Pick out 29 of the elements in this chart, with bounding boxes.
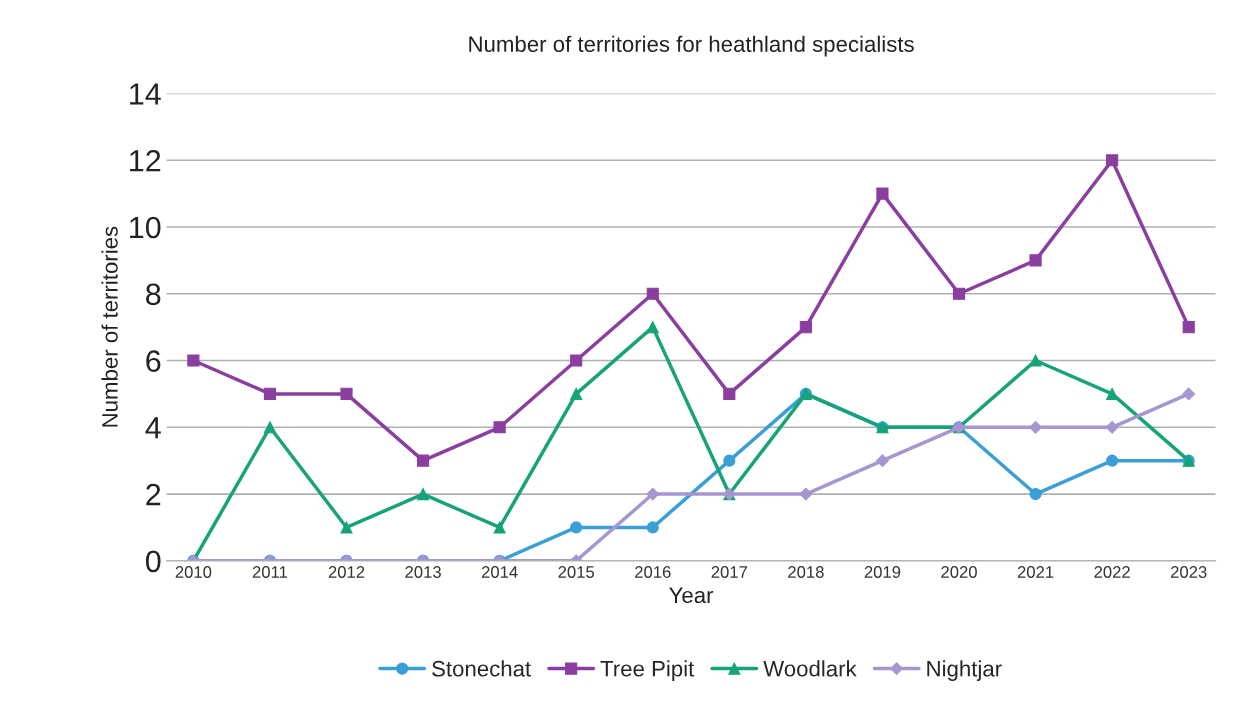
x-tick-label: 2020 bbox=[941, 566, 977, 578]
y-tick-label: 0 bbox=[145, 550, 161, 573]
legend-label: Nightjar bbox=[927, 660, 1002, 681]
x-tick-label: 2018 bbox=[788, 566, 824, 578]
y-tick-label: 4 bbox=[145, 417, 161, 439]
y-axis-title: Number of territories bbox=[101, 226, 118, 427]
x-axis-title: Year bbox=[669, 587, 714, 604]
y-tick-label: 14 bbox=[130, 83, 161, 105]
x-tick-label: 2022 bbox=[1094, 566, 1130, 578]
x-tick-label: 2011 bbox=[252, 566, 288, 578]
chart-title: Number of territories for heathland specialists bbox=[469, 35, 914, 57]
x-tick-label: 2021 bbox=[1017, 566, 1054, 578]
x-tick-label: 2015 bbox=[558, 566, 595, 578]
y-tick-label: 12 bbox=[130, 149, 161, 172]
x-tick-label: 2023 bbox=[1171, 566, 1207, 578]
x-tick-label: 2016 bbox=[635, 566, 671, 578]
x-tick-label: 2019 bbox=[864, 566, 901, 578]
x-tick-label: 2017 bbox=[711, 566, 748, 578]
y-tick-label: 10 bbox=[130, 216, 161, 239]
legend-label: Tree Pipit bbox=[600, 660, 695, 681]
y-tick-label: 6 bbox=[146, 350, 161, 372]
y-tick-label: 2 bbox=[146, 483, 161, 506]
y-tick-label: 8 bbox=[146, 283, 161, 306]
x-tick-label: 2012 bbox=[328, 566, 365, 578]
x-tick-label: 2010 bbox=[175, 566, 212, 578]
x-tick-label: 2013 bbox=[405, 566, 441, 578]
legend-label: Stonechat bbox=[432, 660, 531, 677]
x-tick-label: 2014 bbox=[481, 566, 518, 578]
legend-label: Woodlark bbox=[763, 660, 857, 677]
